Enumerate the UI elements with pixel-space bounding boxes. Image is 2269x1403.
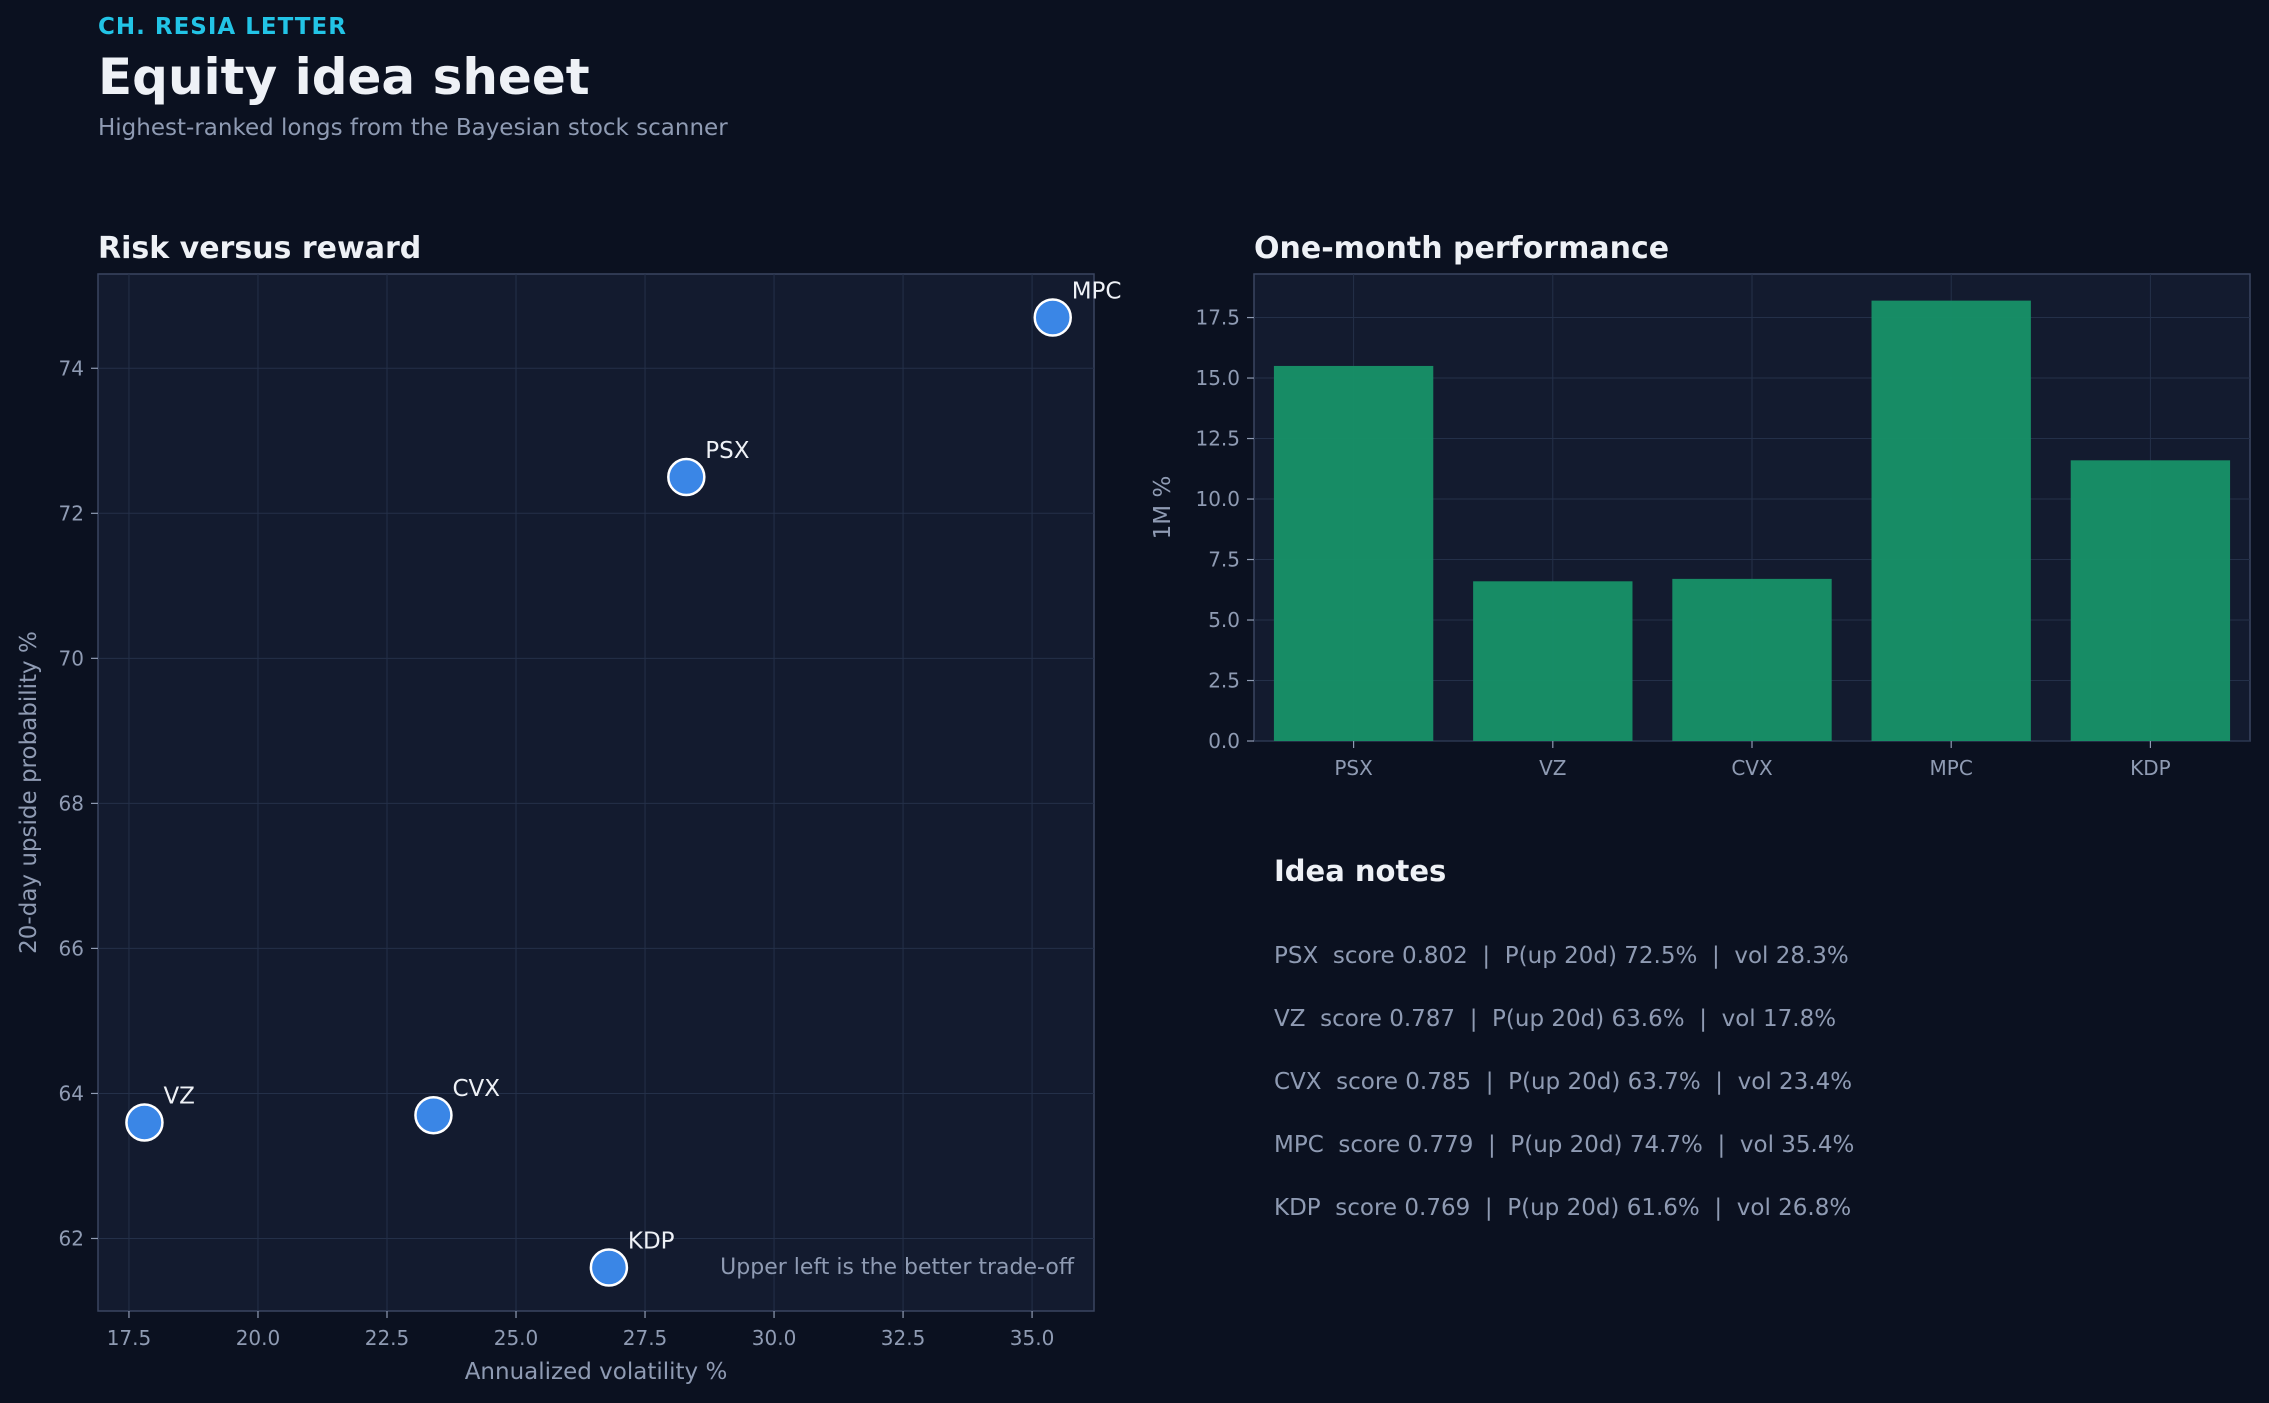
x-tick-label: 32.5: [881, 1326, 926, 1350]
y-tick-label: 10.0: [1195, 487, 1240, 511]
page-title: Equity idea sheet: [98, 48, 590, 106]
y-tick-label: 74: [59, 356, 84, 380]
y-tick-label: 0.0: [1208, 729, 1240, 753]
x-tick-label: CVX: [1731, 756, 1773, 780]
y-tick-label: 12.5: [1195, 427, 1240, 451]
x-tick-label: 22.5: [365, 1326, 410, 1350]
point-label: MPC: [1072, 279, 1122, 305]
scatter-point-vz: [125, 1103, 164, 1142]
x-tick-label: 30.0: [752, 1326, 797, 1350]
y-tick-label: 17.5: [1195, 306, 1240, 330]
x-tick-label: 20.0: [236, 1326, 281, 1350]
note-item: VZ score 0.787 | P(up 20d) 63.6% | vol 1…: [1274, 1006, 1837, 1032]
y-tick-label: 72: [59, 501, 84, 525]
x-tick-label: 17.5: [107, 1326, 152, 1350]
y-tick-label: 66: [59, 936, 84, 960]
kicker-label: CH. RESIA LETTER: [98, 14, 347, 40]
bar-psx: [1273, 365, 1434, 741]
x-tick-label: 27.5: [623, 1326, 668, 1350]
note-item: CVX score 0.785 | P(up 20d) 63.7% | vol …: [1274, 1069, 1853, 1095]
y-tick-label: 7.5: [1208, 548, 1240, 572]
bar-vz: [1473, 581, 1633, 741]
y-tick-label: 64: [59, 1081, 84, 1105]
bar-kdp: [2070, 460, 2231, 741]
point-label: KDP: [628, 1228, 675, 1254]
point-label: CVX: [452, 1076, 500, 1102]
scatter-annotation: Upper left is the better trade-off: [720, 1255, 1075, 1280]
y-tick-label: 62: [59, 1226, 84, 1250]
page-subtitle: Highest-ranked longs from the Bayesian s…: [98, 115, 728, 141]
scatter-point-cvx: [414, 1095, 453, 1135]
x-tick-label: 35.0: [1010, 1326, 1055, 1350]
scatter-plot-area: [97, 273, 1095, 1312]
scatter-chart-title: Risk versus reward: [98, 231, 422, 266]
y-tick-label: 15.0: [1195, 366, 1240, 390]
scatter-point-kdp: [589, 1248, 629, 1287]
x-tick-label: 25.0: [494, 1326, 539, 1350]
scatter-point-mpc: [1033, 298, 1072, 337]
note-item: MPC score 0.779 | P(up 20d) 74.7% | vol …: [1274, 1132, 1855, 1158]
point-label: VZ: [163, 1083, 195, 1109]
x-tick-label: KDP: [2130, 756, 2171, 780]
bar-cvx: [1672, 578, 1832, 741]
bar-chart-title: One-month performance: [1254, 231, 1670, 266]
scatter-point-psx: [667, 457, 706, 497]
notes-title: Idea notes: [1274, 854, 1447, 888]
y-tick-label: 68: [59, 791, 84, 815]
point-label: PSX: [705, 438, 749, 464]
note-item: PSX score 0.802 | P(up 20d) 72.5% | vol …: [1274, 943, 1849, 969]
y-tick-label: 5.0: [1208, 608, 1240, 632]
x-tick-label: MPC: [1930, 756, 1973, 780]
y-axis-label: 20-day upside probability %: [16, 631, 42, 954]
y-axis-label: 1M %: [1150, 476, 1176, 540]
bar-mpc: [1871, 300, 2031, 741]
x-tick-label: PSX: [1334, 756, 1373, 780]
y-tick-label: 70: [59, 646, 84, 670]
note-item: KDP score 0.769 | P(up 20d) 61.6% | vol …: [1274, 1195, 1852, 1221]
x-tick-label: VZ: [1539, 756, 1566, 780]
y-tick-label: 2.5: [1208, 669, 1240, 693]
x-axis-label: Annualized volatility %: [465, 1359, 728, 1385]
